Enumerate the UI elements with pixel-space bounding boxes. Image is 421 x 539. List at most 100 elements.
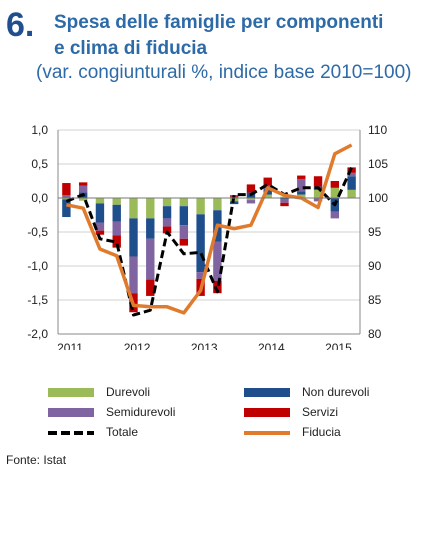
bar-semidurevoli <box>146 238 155 280</box>
bar-durevoli <box>330 187 340 198</box>
bar-semidurevoli <box>179 225 189 239</box>
bar-semidurevoli <box>330 211 340 219</box>
x-tick-label: 2012 <box>124 341 151 350</box>
legend-label-durevoli: Durevoli <box>106 385 151 399</box>
bar-durevoli <box>62 198 71 200</box>
bar-non-durevoli <box>146 218 155 239</box>
bar-durevoli <box>213 198 222 211</box>
bar-semidurevoli <box>246 200 256 204</box>
bar-non-durevoli <box>196 214 205 273</box>
bar-servizi <box>313 176 323 187</box>
y-left-tick-label: -0,5 <box>27 225 48 239</box>
bar-semidurevoli <box>297 178 306 192</box>
legend-swatch-non-durevoli <box>244 388 290 398</box>
x-tick-label: 2013 <box>191 341 218 350</box>
bar-semidurevoli <box>162 218 172 227</box>
y-left-tick-label: 0,5 <box>31 157 48 171</box>
bar-non-durevoli <box>162 206 172 219</box>
bar-non-durevoli <box>112 204 121 222</box>
bar-servizi <box>330 181 340 188</box>
bar-servizi <box>78 182 88 186</box>
y-left-tick-label: -1,5 <box>27 293 48 307</box>
bar-servizi <box>62 183 71 196</box>
bar-durevoli <box>179 198 189 207</box>
bar-servizi <box>179 238 189 246</box>
figure-number: 6. <box>6 6 35 44</box>
bar-servizi <box>162 226 172 234</box>
bar-non-durevoli <box>280 198 289 200</box>
chart-title-line1: Spesa delle famiglie per componenti <box>54 12 384 33</box>
bar-non-durevoli <box>347 176 356 190</box>
bar-durevoli <box>78 198 88 201</box>
bar-durevoli <box>313 189 323 198</box>
legend-swatch-totale <box>48 430 94 435</box>
y-left-tick-label: 0,0 <box>31 191 48 205</box>
bar-semidurevoli <box>95 222 105 231</box>
legend-item-servizi: Servizi <box>244 404 338 420</box>
y-right-tick-label: 95 <box>368 225 382 239</box>
legend-item-semidurevoli: Semidurevoli <box>48 404 175 420</box>
bar-semidurevoli <box>280 199 289 203</box>
bar-servizi <box>263 177 272 186</box>
legend-label-servizi: Servizi <box>302 405 339 419</box>
x-tick-label: 2014 <box>258 341 285 350</box>
bar-semidurevoli <box>196 272 205 279</box>
bar-non-durevoli <box>95 203 105 223</box>
bar-durevoli <box>280 196 289 198</box>
bar-series <box>62 167 356 313</box>
bar-semidurevoli <box>129 256 138 294</box>
bar-durevoli <box>196 198 205 215</box>
legend-label-non-durevoli: Non durevoli <box>302 385 370 399</box>
line-totale <box>65 166 353 317</box>
bar-non-durevoli <box>62 199 71 218</box>
bar-durevoli <box>263 194 272 198</box>
bar-durevoli <box>162 198 172 207</box>
bar-servizi <box>297 175 306 179</box>
y-right-tick-label: 85 <box>368 293 382 307</box>
y-left-tick-label: -1,0 <box>27 259 48 273</box>
bar-durevoli <box>112 198 121 205</box>
bar-semidurevoli <box>347 172 356 177</box>
legend-item-fiducia: Fiducia <box>244 424 341 440</box>
bar-servizi <box>112 235 121 248</box>
y-left-tick-label: 1,0 <box>31 123 48 137</box>
bar-servizi <box>95 230 105 235</box>
y-right-tick-label: 105 <box>368 157 388 171</box>
bar-durevoli <box>129 198 138 219</box>
legend-label-semidurevoli: Semidurevoli <box>106 405 176 419</box>
bar-semidurevoli <box>78 185 88 193</box>
bar-durevoli <box>146 198 155 219</box>
line-series <box>65 143 353 317</box>
axes: 1,0 0,5 0,0 -0,5 -1,0 -1,5 -2,0 110 105 100 95 90 85… <box>27 123 388 350</box>
bar-servizi <box>280 202 289 207</box>
bar-non-durevoli <box>297 191 306 195</box>
bar-semidurevoli <box>112 221 121 236</box>
chart-plot: 1,0 0,5 0,0 -0,5 -1,0 -1,5 -2,0 110 105 100 95 90 85… <box>27 123 388 350</box>
legend-item-durevoli: Durevoli <box>48 384 150 400</box>
legend-swatch-semidurevoli <box>48 408 94 418</box>
bar-servizi <box>246 184 256 193</box>
chart-title-line2: e clima di fiducia <box>54 38 208 59</box>
line-fiducia <box>66 143 353 315</box>
bar-non-durevoli <box>179 206 189 226</box>
chart-subtitle: (var. congiunturali %, indice base 2010=… <box>36 62 412 83</box>
legend-label-fiducia: Fiducia <box>302 425 341 439</box>
legend-item-non-durevoli: Non durevoli <box>244 384 369 400</box>
bar-semidurevoli <box>62 195 71 198</box>
bar-servizi <box>146 279 155 296</box>
legend-item-totale: Totale <box>48 424 138 440</box>
legend-label-totale: Totale <box>106 425 139 439</box>
bar-non-durevoli <box>129 218 138 257</box>
y-right-tick-label: 80 <box>368 327 382 341</box>
bar-semidurevoli <box>313 198 323 202</box>
y-right-tick-label: 90 <box>368 259 382 273</box>
y-left-tick-label: -2,0 <box>27 327 48 341</box>
y-right-tick-label: 100 <box>368 191 388 205</box>
legend-swatch-fiducia <box>244 430 290 435</box>
x-tick-label: 2015 <box>325 341 352 350</box>
bar-durevoli <box>246 198 256 201</box>
bar-durevoli <box>347 189 356 198</box>
bar-durevoli <box>95 198 105 204</box>
legend-swatch-durevoli <box>48 388 94 398</box>
x-tick-label: 2011 <box>57 341 83 350</box>
